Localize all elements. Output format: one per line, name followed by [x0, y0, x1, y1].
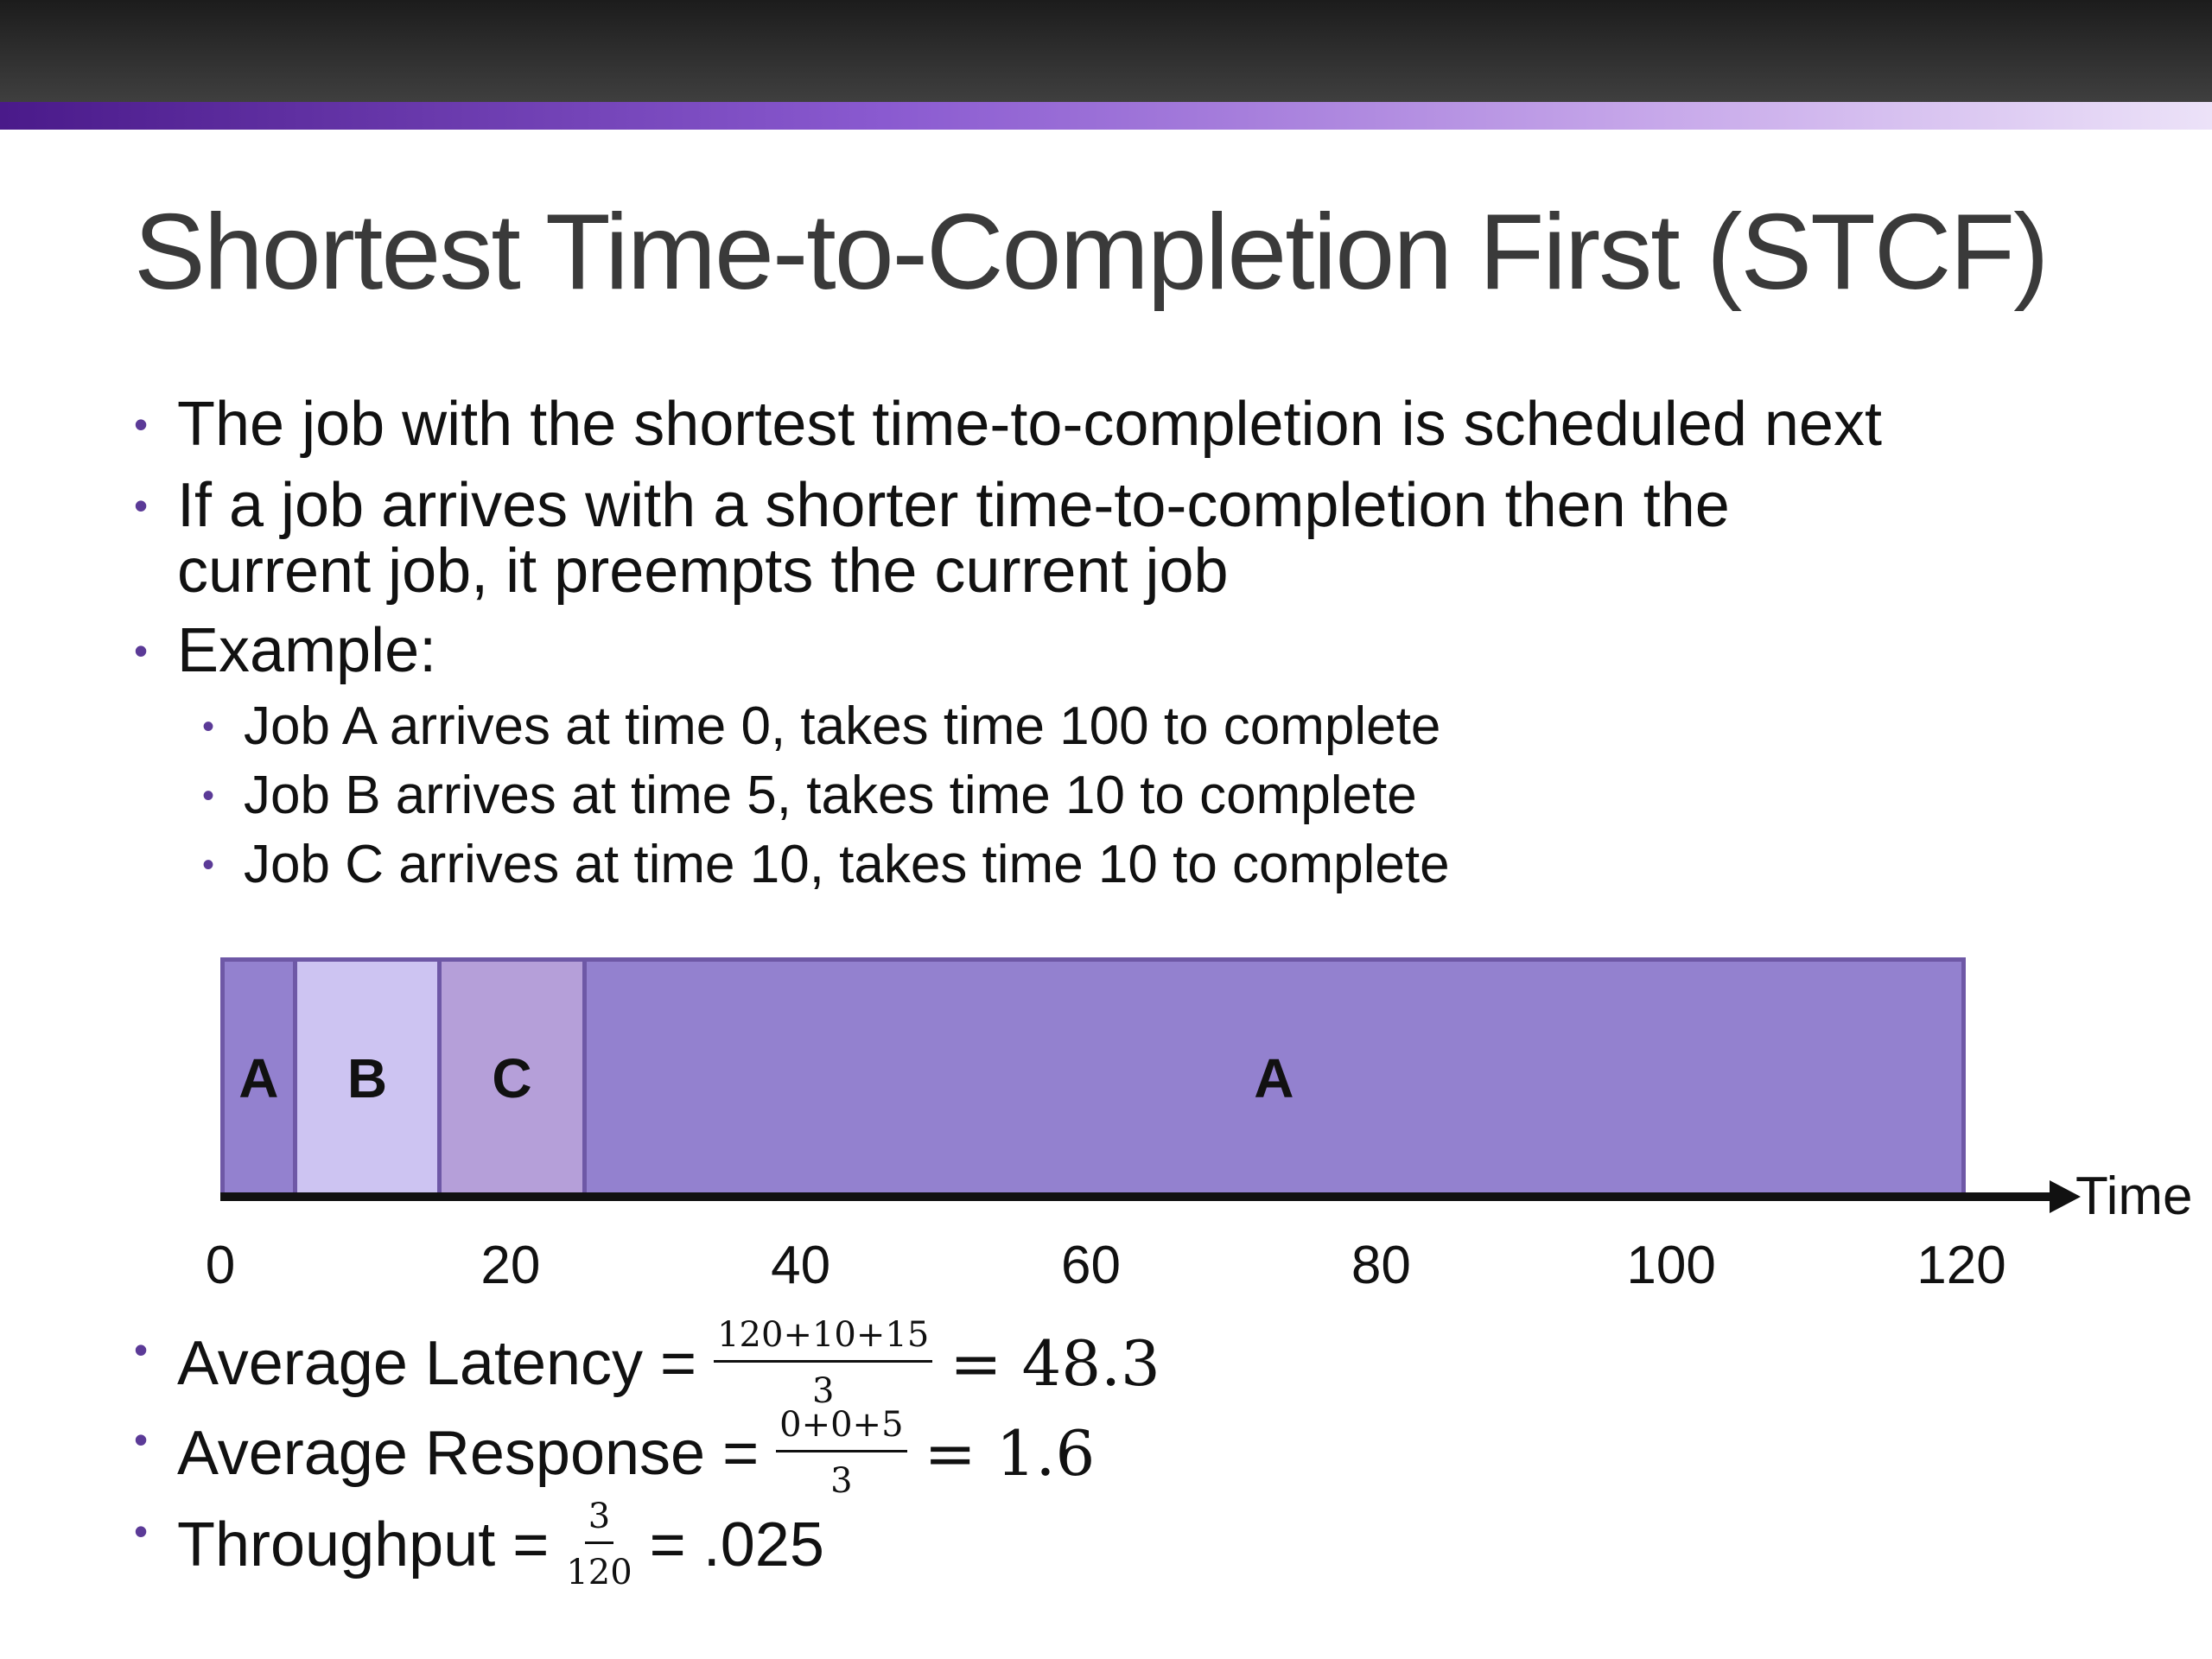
bullet-preemption: If a job arrives with a shorter time-to-…: [134, 472, 1730, 539]
sub-bullet-job-b: Job B arrives at time 5, takes time 10 t…: [202, 766, 1417, 826]
time-axis-tick-0: 0: [205, 1236, 236, 1295]
time-axis-tick-80: 80: [1351, 1236, 1411, 1295]
throughput-label: Throughput =: [177, 1510, 550, 1580]
throughput-denominator: 120: [566, 1553, 632, 1592]
bullet-preemption-continued: current job, it preempts the current job: [177, 537, 1229, 605]
time-axis-label: Time: [2075, 1166, 2193, 1226]
timeline-segment-a-3: A: [586, 962, 1961, 1195]
timeline-segment-b-1: B: [296, 962, 442, 1195]
bullet-definition: The job with the shortest time-to-comple…: [134, 391, 1882, 458]
metric-average-latency: Average Latency = 120+10+15 3 = 48.3: [134, 1313, 1160, 1413]
slide-title: Shortest Time-to-Completion First (STCF): [134, 193, 2049, 312]
throughput-fraction: 3 120: [566, 1495, 632, 1594]
bullet-example: Example:: [134, 617, 436, 684]
throughput-result: = .025: [649, 1510, 824, 1580]
time-axis-tick-40: 40: [771, 1236, 831, 1295]
time-axis-arrow-icon: [2050, 1180, 2081, 1213]
accent-stripe: [0, 102, 2212, 130]
response-numerator: 0+0+5: [776, 1403, 907, 1452]
bullet-preemption-continued-text: current job, it preempts the current job: [177, 537, 1229, 606]
sub-bullet-job-c: Job C arrives at time 10, takes time 10 …: [202, 835, 1450, 895]
timeline-segment-label: A: [1254, 1047, 1294, 1109]
time-axis-tick-20: 20: [480, 1236, 541, 1295]
latency-label: Average Latency =: [177, 1328, 697, 1398]
header-bar: [0, 0, 2212, 102]
time-axis-tick-100: 100: [1626, 1236, 1716, 1295]
timeline-segment-a-0: A: [225, 962, 297, 1195]
response-fraction: 0+0+5 3: [776, 1403, 907, 1503]
latency-fraction: 120+10+15 3: [714, 1313, 933, 1413]
metric-throughput: Throughput = 3 120 = .025: [134, 1495, 824, 1594]
latency-numerator: 120+10+15: [714, 1313, 933, 1363]
time-axis-tick-120: 120: [1916, 1236, 2006, 1295]
timeline-segment-label: A: [238, 1047, 279, 1109]
time-axis-line: [220, 1192, 2056, 1201]
timeline-segment-label: C: [492, 1047, 532, 1109]
throughput-numerator: 3: [584, 1495, 614, 1544]
timeline-segment-label: B: [346, 1047, 388, 1109]
sub-bullet-job-a: Job A arrives at time 0, takes time 100 …: [202, 696, 1440, 757]
response-label: Average Response =: [177, 1418, 760, 1488]
timeline-segment-c-2: C: [442, 962, 587, 1195]
time-axis-tick-60: 60: [1061, 1236, 1121, 1295]
response-result: = 1.6: [924, 1416, 1096, 1490]
metric-average-response: Average Response = 0+0+5 3 = 1.6: [134, 1403, 1096, 1503]
latency-result: = 48.3: [950, 1326, 1160, 1400]
response-denominator: 3: [830, 1461, 853, 1501]
